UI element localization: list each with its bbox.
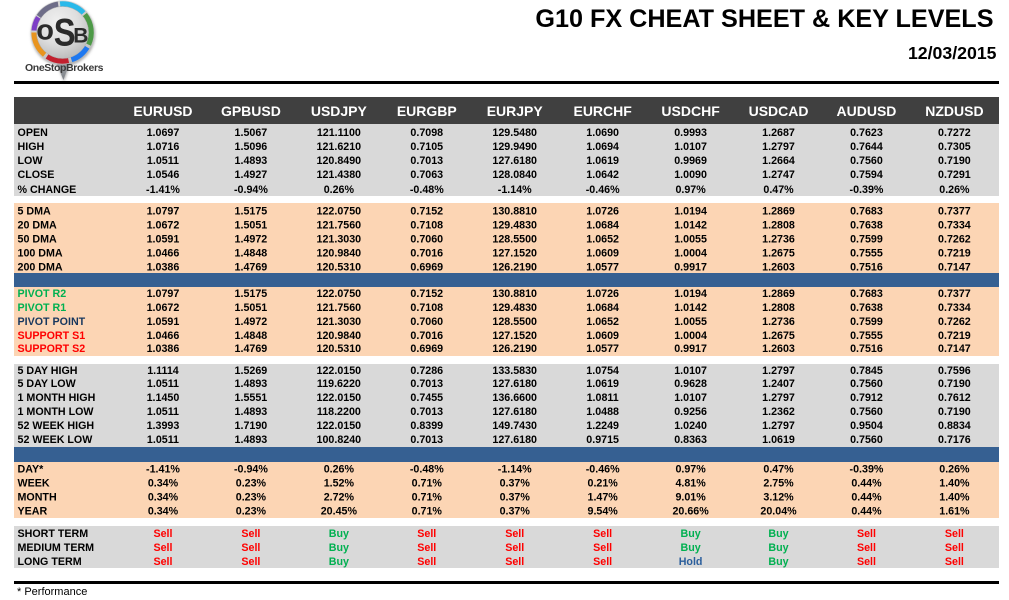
svg-text:B: B [73, 25, 88, 48]
svg-text:S: S [54, 10, 76, 54]
svg-text:o: o [36, 15, 54, 47]
svg-text:OneStopBrokers: OneStopBrokers [25, 62, 104, 74]
